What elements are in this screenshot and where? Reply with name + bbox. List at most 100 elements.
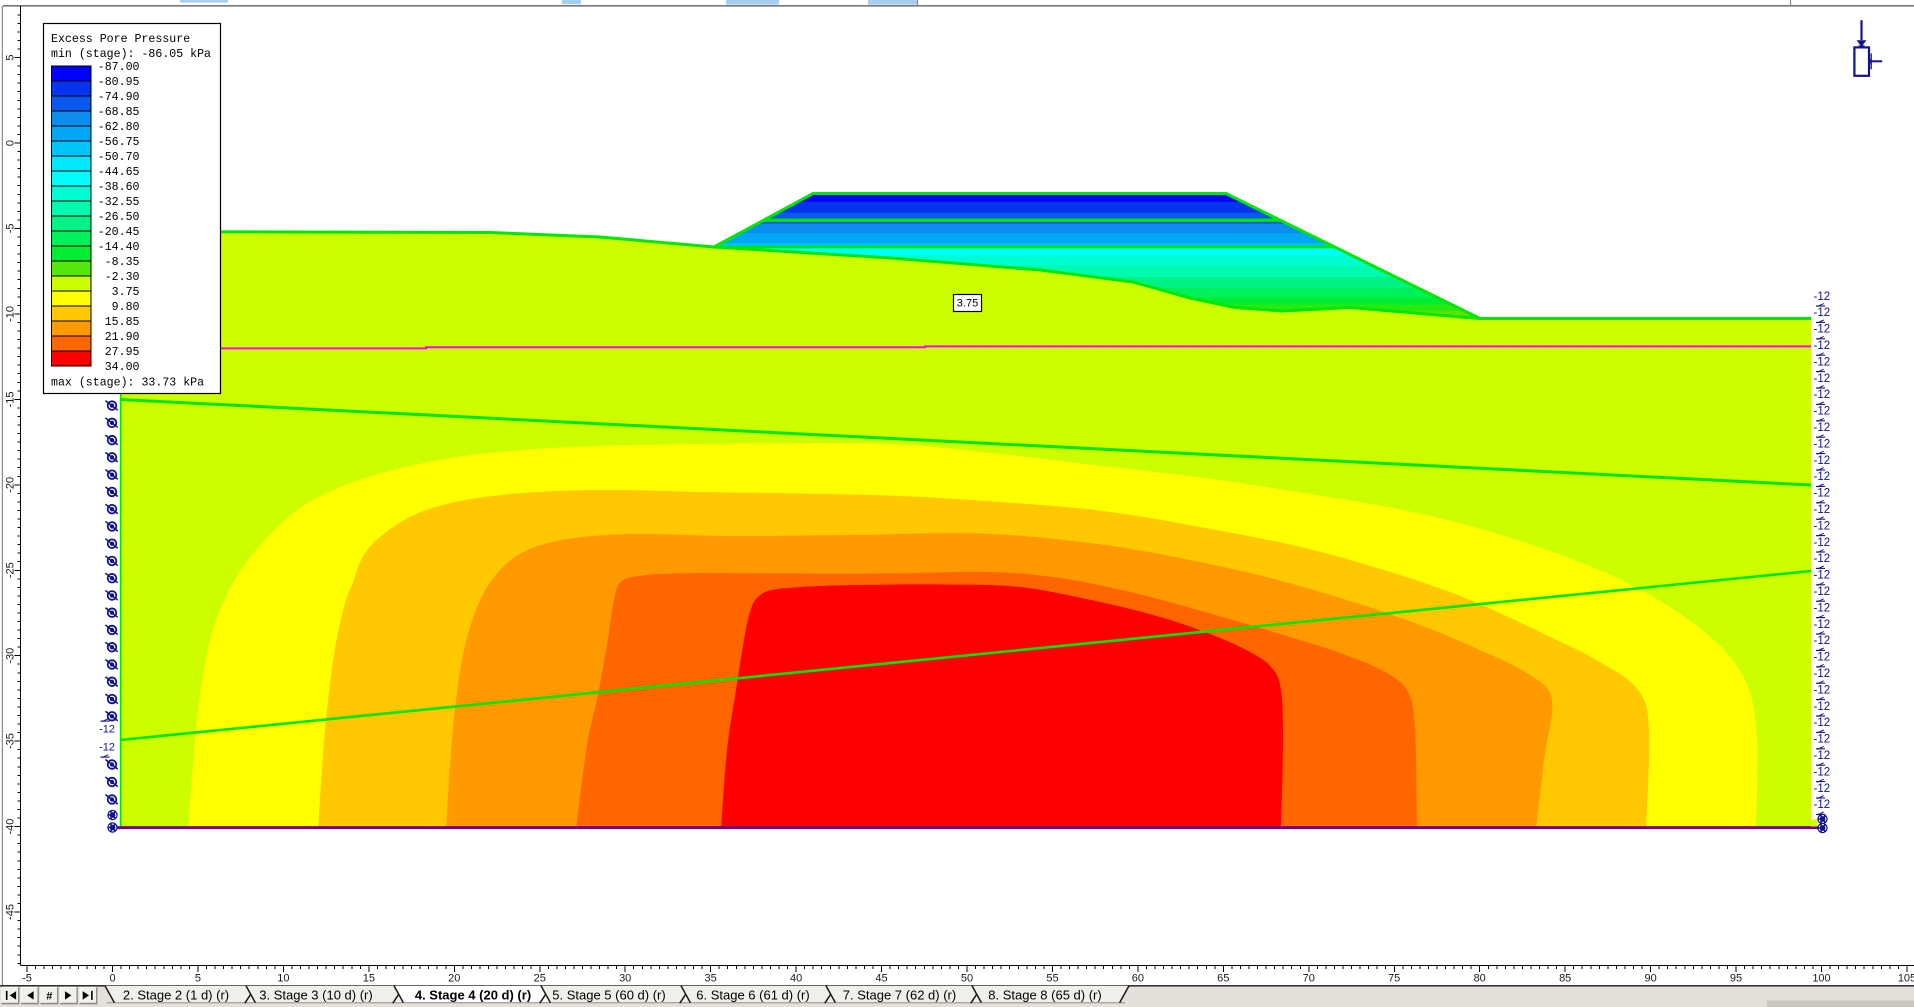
svg-text:Excess Pore Pressure: Excess Pore Pressure [51, 33, 190, 46]
svg-text:75: 75 [1388, 973, 1400, 985]
svg-text:-12: -12 [1814, 340, 1831, 352]
svg-text:-15: -15 [5, 391, 17, 407]
svg-text:21.90: 21.90 [105, 331, 140, 344]
svg-text:25: 25 [534, 973, 546, 985]
svg-text:105: 105 [1898, 973, 1914, 985]
svg-text:40: 40 [790, 973, 802, 985]
svg-text:-12: -12 [1814, 734, 1831, 746]
svg-text:30: 30 [619, 973, 631, 985]
svg-text:60: 60 [1132, 973, 1144, 985]
svg-text:-12: -12 [1814, 373, 1831, 385]
svg-text:55: 55 [1046, 973, 1058, 985]
svg-text:45: 45 [875, 973, 887, 985]
svg-text:0: 0 [109, 973, 115, 985]
svg-text:-12: -12 [1814, 520, 1831, 532]
svg-text:-20: -20 [5, 477, 17, 493]
svg-text:-12: -12 [1814, 570, 1831, 582]
svg-text:90: 90 [1644, 973, 1656, 985]
svg-text:-12: -12 [1814, 668, 1831, 680]
svg-text:-26.50: -26.50 [98, 211, 140, 224]
svg-text:max (stage): 33.73 kPa: max (stage): 33.73 kPa [51, 377, 204, 390]
svg-text:34.00: 34.00 [105, 361, 140, 374]
svg-text:-12: -12 [1814, 389, 1831, 401]
svg-text:7. Stage 7 (62 d) (r): 7. Stage 7 (62 d) (r) [843, 988, 956, 1003]
svg-text:80: 80 [1474, 973, 1486, 985]
svg-text:15: 15 [363, 973, 375, 985]
svg-text:-12: -12 [1814, 717, 1831, 729]
svg-text:-12: -12 [1814, 766, 1831, 778]
svg-text:-12: -12 [1814, 602, 1831, 614]
svg-text:-8.35: -8.35 [105, 256, 140, 269]
svg-text:-12: -12 [99, 742, 115, 754]
svg-text:-12: -12 [1814, 553, 1831, 565]
svg-text:-12: -12 [1814, 799, 1831, 811]
svg-text:-45: -45 [5, 904, 17, 920]
svg-text:8. Stage 8 (65 d) (r): 8. Stage 8 (65 d) (r) [988, 988, 1101, 1003]
svg-text:-5: -5 [5, 224, 17, 234]
svg-text:-12: -12 [1814, 586, 1831, 598]
svg-text:-56.75: -56.75 [98, 136, 140, 149]
svg-text:-12: -12 [1814, 635, 1831, 647]
svg-text:-2.30: -2.30 [105, 271, 140, 284]
svg-text:3. Stage 3 (10 d) (r): 3. Stage 3 (10 d) (r) [259, 988, 372, 1003]
svg-text:-80.95: -80.95 [98, 76, 140, 89]
svg-text:-12: -12 [1814, 307, 1831, 319]
svg-text:-68.85: -68.85 [98, 106, 140, 119]
svg-text:27.95: 27.95 [105, 346, 140, 359]
svg-text:100: 100 [1812, 973, 1830, 985]
svg-text:-12: -12 [1814, 291, 1831, 303]
svg-text:-74.90: -74.90 [98, 91, 140, 104]
svg-text:-12: -12 [1814, 406, 1831, 418]
svg-text:-87.00: -87.00 [98, 61, 140, 74]
svg-text:-12: -12 [1814, 488, 1831, 500]
svg-text:-62.80: -62.80 [98, 121, 140, 134]
svg-text:-35: -35 [5, 733, 17, 749]
svg-text:#: # [46, 991, 52, 1003]
svg-text:-50.70: -50.70 [98, 151, 140, 164]
svg-text:-12: -12 [1814, 455, 1831, 467]
svg-text:-12: -12 [99, 723, 115, 735]
svg-text:6. Stage 6 (61 d) (r): 6. Stage 6 (61 d) (r) [696, 988, 809, 1003]
svg-text:-12: -12 [1814, 471, 1831, 483]
svg-text:5. Stage 5 (60 d) (r): 5. Stage 5 (60 d) (r) [552, 988, 665, 1003]
svg-text:-14.40: -14.40 [98, 241, 140, 254]
svg-text:-12: -12 [1814, 356, 1831, 368]
svg-text:-12: -12 [1814, 504, 1831, 516]
svg-text:5: 5 [195, 973, 201, 985]
svg-text:-12: -12 [1814, 684, 1831, 696]
svg-text:65: 65 [1217, 973, 1229, 985]
svg-text:-12: -12 [1814, 537, 1831, 549]
svg-text:35: 35 [704, 973, 716, 985]
svg-text:9.80: 9.80 [112, 301, 140, 314]
svg-text:-12: -12 [1814, 652, 1831, 664]
svg-text:50: 50 [961, 973, 973, 985]
svg-text:-30: -30 [5, 648, 17, 664]
svg-text:85: 85 [1559, 973, 1571, 985]
svg-text:2. Stage 2 (1 d) (r): 2. Stage 2 (1 d) (r) [123, 988, 229, 1003]
svg-text:-12: -12 [1814, 422, 1831, 434]
svg-text:3.75: 3.75 [112, 286, 140, 299]
svg-text:-12: -12 [1814, 701, 1831, 713]
svg-text:-5: -5 [22, 973, 32, 985]
svg-text:5: 5 [5, 54, 17, 60]
svg-text:min (stage): -86.05 kPa: min (stage): -86.05 kPa [51, 48, 211, 61]
svg-text:15.85: 15.85 [105, 316, 140, 329]
svg-text:20: 20 [448, 973, 460, 985]
svg-text:-12: -12 [1814, 619, 1831, 631]
svg-text:-32.55: -32.55 [98, 196, 140, 209]
svg-text:4. Stage 4 (20 d) (r): 4. Stage 4 (20 d) (r) [415, 988, 531, 1003]
svg-text:0: 0 [5, 140, 17, 146]
svg-text:10: 10 [277, 973, 289, 985]
svg-text:-12: -12 [1814, 750, 1831, 762]
svg-text:95: 95 [1730, 973, 1742, 985]
svg-text:-10: -10 [5, 306, 17, 322]
svg-text:70: 70 [1303, 973, 1315, 985]
svg-text:3.75: 3.75 [957, 298, 978, 310]
svg-text:-12: -12 [1814, 438, 1831, 450]
svg-text:-12: -12 [1814, 783, 1831, 795]
svg-text:-25: -25 [5, 562, 17, 578]
svg-text:-44.65: -44.65 [98, 166, 140, 179]
svg-text:-38.60: -38.60 [98, 181, 140, 194]
svg-text:-20.45: -20.45 [98, 226, 140, 239]
svg-text:-12: -12 [1814, 324, 1831, 336]
